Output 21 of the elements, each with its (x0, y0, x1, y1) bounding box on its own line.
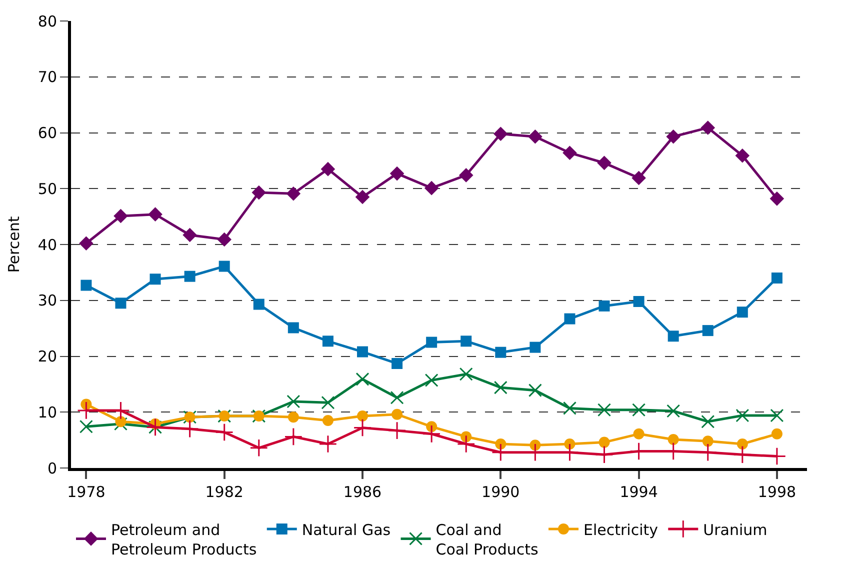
y-tick-label: 40 (38, 236, 57, 254)
x-tick-label: 1998 (758, 483, 796, 501)
y-tick-label: 10 (38, 403, 57, 422)
legend-label: Natural Gas (302, 520, 391, 539)
x-tick-label: 1994 (620, 483, 658, 501)
y-tick-label: 30 (38, 292, 57, 310)
legend-label: Uranium (703, 520, 768, 539)
y-tick-label: 20 (38, 348, 57, 366)
y-axis-title: Percent (5, 216, 24, 273)
y-tick-label: 70 (38, 68, 57, 86)
y-tick-label: 50 (38, 180, 57, 198)
legend-label: Electricity (584, 520, 658, 539)
legend-label: Coal and Coal Products (436, 520, 539, 558)
x-tick-label: 1978 (67, 483, 106, 501)
x-tick-label: 1986 (343, 483, 382, 501)
y-tick-label: 60 (38, 124, 57, 142)
x-tick-label: 1982 (205, 483, 244, 501)
y-tick-label: 80 (38, 12, 57, 30)
legend-label: Petroleum and Petroleum Products (111, 520, 257, 558)
x-tick-label: 1990 (482, 483, 520, 501)
y-tick-label: 0 (47, 459, 57, 478)
